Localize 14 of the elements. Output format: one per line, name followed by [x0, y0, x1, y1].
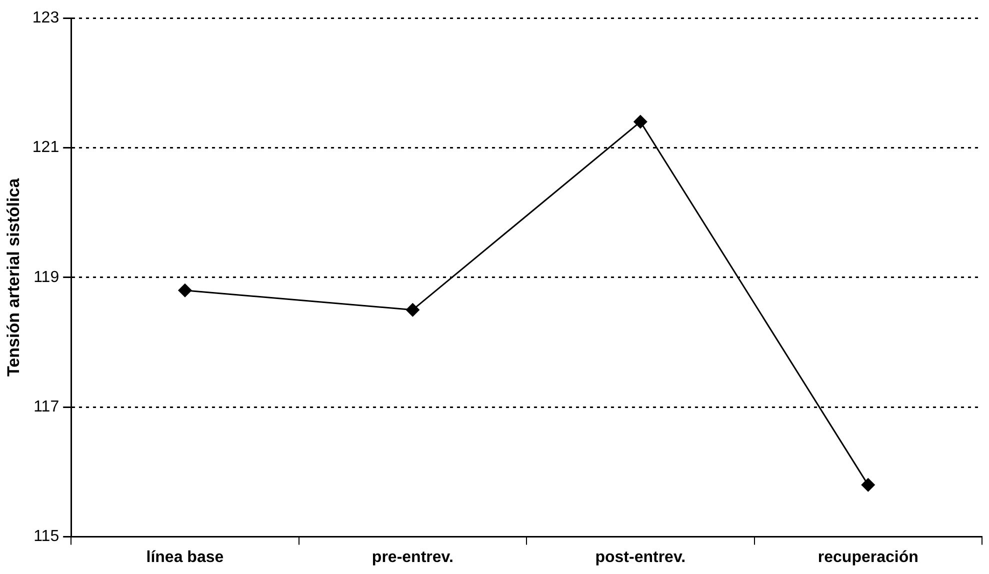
x-tick-label: pre-entrev.: [372, 548, 454, 566]
point: [178, 283, 192, 298]
y-axis-title: Tensión arterial sistólica: [4, 178, 23, 376]
y-tick-label: 115: [34, 528, 60, 546]
y-tick-label: 121: [32, 139, 60, 156]
x-tick-label: línea base: [146, 548, 224, 566]
x-tick-label: post-entrev.: [595, 548, 686, 566]
point: [633, 114, 648, 129]
y-tick-label: 123: [32, 9, 60, 26]
y-tick-label: 119: [34, 268, 60, 286]
x-tick-label: recuperación: [818, 548, 918, 566]
point: [861, 478, 876, 492]
y-tick-label: 117: [34, 398, 60, 416]
point: [406, 302, 420, 317]
